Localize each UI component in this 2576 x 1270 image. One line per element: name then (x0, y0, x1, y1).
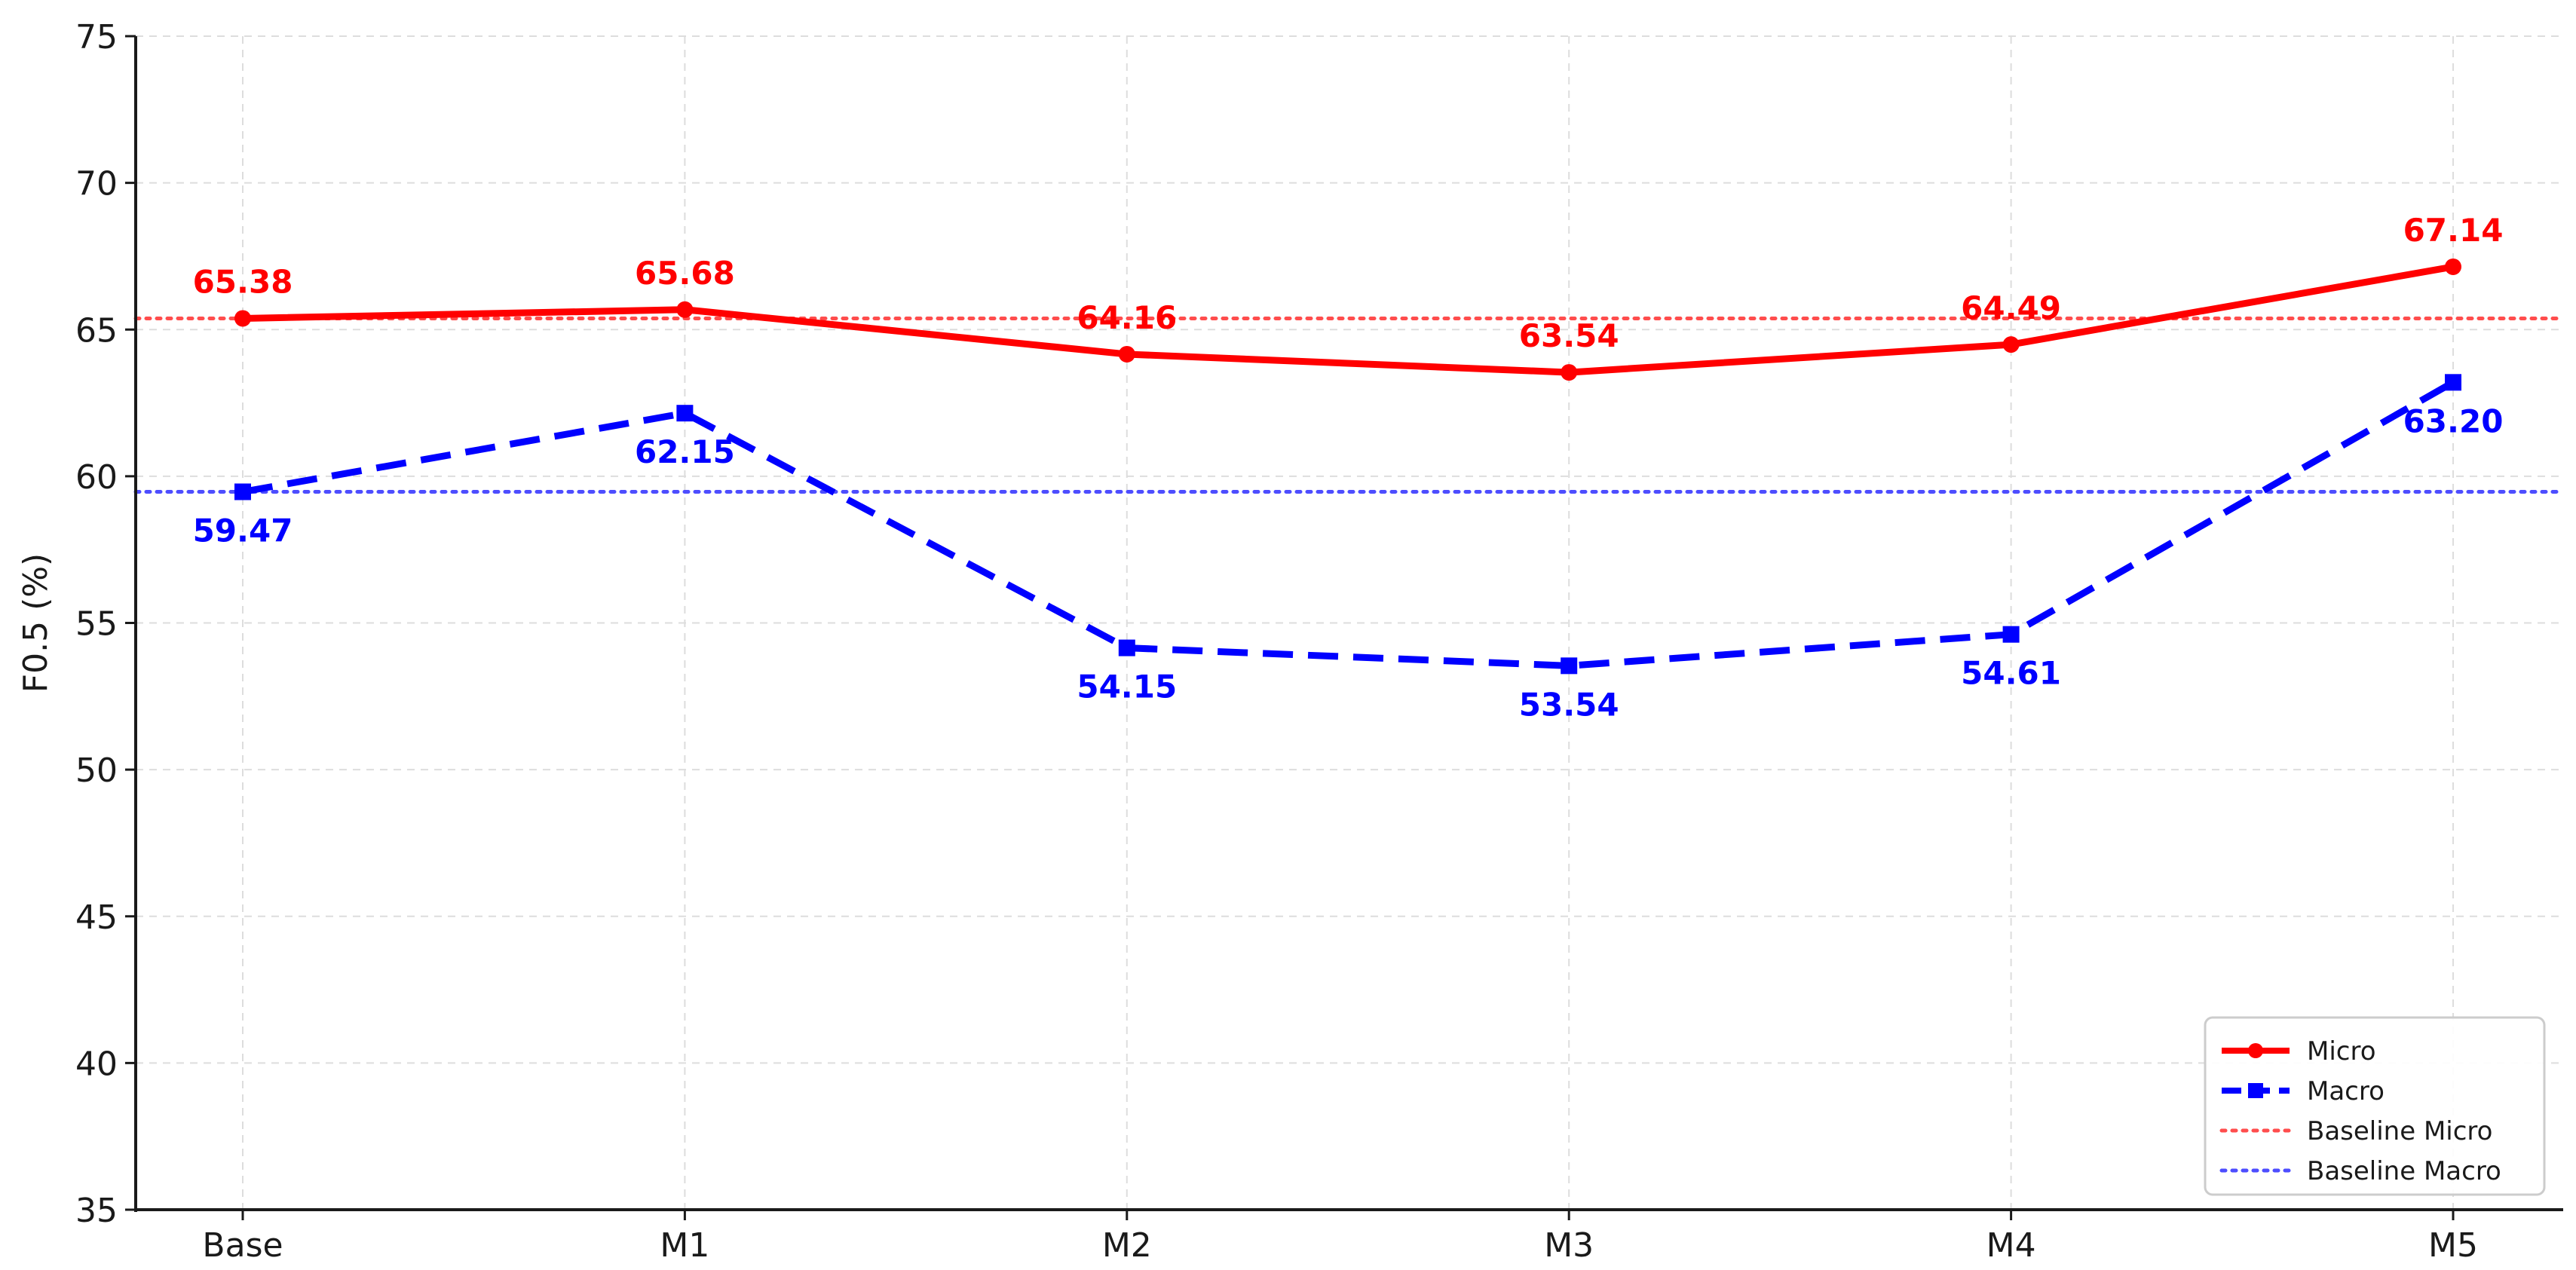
data-label: 64.49 (1961, 289, 2061, 326)
data-point (1118, 639, 1135, 656)
data-label: 65.38 (193, 263, 293, 300)
grid (136, 35, 2563, 1210)
data-label: 53.54 (1519, 686, 1619, 723)
data-label: 63.20 (2403, 402, 2504, 439)
data-point (676, 405, 694, 422)
legend-box (2204, 1016, 2546, 1196)
data-label: 65.68 (635, 255, 735, 292)
reference-lines (133, 316, 2565, 494)
data-label: 64.16 (1077, 299, 1177, 336)
y-tick-label: 50 (75, 751, 118, 790)
y-tick-label: 60 (75, 458, 118, 497)
axes: 35 40 45 50 55 60 65 70 75 Base M1 M2 M3 M4 M5 (75, 18, 2563, 1265)
series (234, 258, 2461, 675)
x-tick-label: M2 (1102, 1226, 1152, 1265)
series-line-macro (242, 379, 2455, 669)
data-point (2002, 626, 2020, 643)
x-tick-label: M3 (1544, 1226, 1594, 1265)
data-point (2445, 374, 2461, 391)
legend-label: Baseline Micro (2307, 1116, 2492, 1146)
y-tick-label: 75 (75, 18, 118, 57)
y-axis-title: F0.5 (%) (17, 553, 55, 693)
y-tick-label: 70 (75, 165, 118, 204)
data-point (1561, 657, 1578, 675)
data-point (1561, 364, 1578, 381)
y-tick-label: 65 (75, 311, 118, 350)
x-tick-label: M4 (1986, 1226, 2036, 1265)
y-tick-label: 40 (75, 1045, 118, 1083)
x-tick-label: M5 (2428, 1226, 2478, 1265)
data-point (234, 483, 251, 500)
x-tick-label: M1 (660, 1226, 709, 1265)
y-tick-label: 35 (75, 1192, 118, 1230)
data-point (2002, 336, 2020, 353)
legend-label: Macro (2307, 1076, 2385, 1106)
y-tick-label: 45 (75, 898, 118, 937)
series-line-micro (242, 263, 2454, 376)
legend-swatch-marker (2248, 1043, 2263, 1058)
data-point (234, 310, 251, 327)
data-labels: 65.38 65.68 64.16 63.54 64.49 67.14 59.47 62.15… (193, 212, 2504, 723)
legend: Micro Macro Baseline Micro Baseline Macro (2204, 1016, 2546, 1196)
data-label: 67.14 (2403, 212, 2504, 249)
legend-swatch-marker (2248, 1083, 2263, 1098)
data-point (2445, 258, 2461, 275)
data-point (1118, 345, 1135, 363)
data-point (676, 301, 694, 318)
data-label: 54.61 (1961, 655, 2061, 692)
legend-label: Baseline Macro (2307, 1156, 2501, 1186)
legend-label: Micro (2307, 1036, 2376, 1066)
data-label: 63.54 (1519, 317, 1619, 354)
y-tick-label: 55 (75, 605, 118, 644)
x-tick-label: Base (202, 1226, 283, 1265)
data-label: 62.15 (635, 433, 735, 470)
data-label: 59.47 (193, 513, 293, 549)
data-label: 54.15 (1077, 669, 1177, 705)
